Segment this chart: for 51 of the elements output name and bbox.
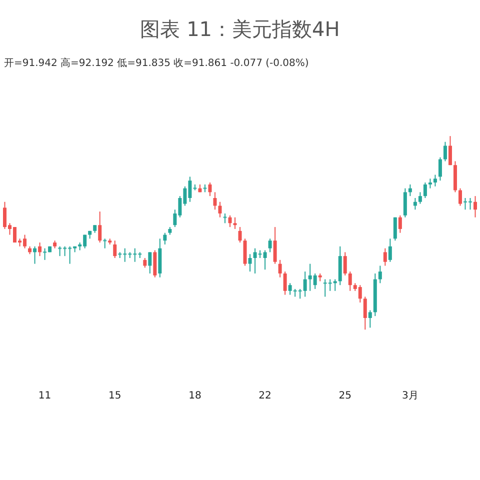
candlestick: [408, 184, 412, 197]
candlestick: [433, 174, 437, 187]
candlestick: [33, 246, 37, 264]
candlestick: [343, 252, 347, 276]
candlestick: [403, 188, 407, 218]
candlestick: [428, 178, 432, 189]
candlestick: [448, 136, 452, 166]
chart-title: 图表 11：美元指数4H: [140, 17, 340, 41]
candlestick: [368, 310, 372, 328]
x-tick-label: 3月: [402, 390, 418, 402]
candlestick: [268, 238, 272, 253]
candlestick: [388, 238, 392, 262]
candlestick: [273, 226, 277, 264]
x-tick-label: 25: [338, 390, 352, 402]
candlestick: [363, 296, 367, 330]
candlestick: [238, 226, 242, 244]
candlestick: [233, 216, 237, 230]
candlestick: [248, 254, 252, 272]
candlestick: [413, 198, 417, 210]
x-tick-label: 15: [108, 390, 122, 402]
candlestick: [378, 265, 382, 284]
candlestick: [223, 212, 227, 224]
candlestick: [443, 141, 447, 162]
candlestick: [228, 214, 232, 228]
candlestick: [418, 192, 422, 204]
x-tick-label: 18: [188, 390, 202, 402]
candlestick: [278, 259, 282, 278]
candlestick: [283, 271, 287, 296]
candlestick: [208, 182, 212, 197]
candlestick: [213, 192, 217, 210]
candlestick: [148, 252, 152, 274]
candlestick: [398, 214, 402, 234]
candlestick: [458, 188, 462, 206]
candlestick: [143, 258, 147, 268]
candlestick: [383, 248, 387, 266]
candlestick: [103, 238, 107, 249]
candlestick: [473, 196, 477, 218]
x-tick-label: 22: [258, 390, 272, 402]
candlestick: [98, 211, 102, 244]
candlestick: [348, 271, 352, 292]
candlestick: [243, 238, 247, 266]
candlestick: [393, 216, 397, 242]
candlestick: [423, 182, 427, 198]
text: 开=91.942 高=92.192 低=91.835 收=91.861 -0.077 (-0.08%): [4, 56, 309, 70]
candlestick: [218, 201, 222, 218]
candlestick: [38, 242, 42, 257]
candlestick: [153, 250, 157, 278]
candlestick: [438, 156, 442, 182]
candlestick: [163, 232, 167, 245]
x-tick-label: 11: [38, 390, 52, 402]
candlestick: [113, 240, 117, 258]
